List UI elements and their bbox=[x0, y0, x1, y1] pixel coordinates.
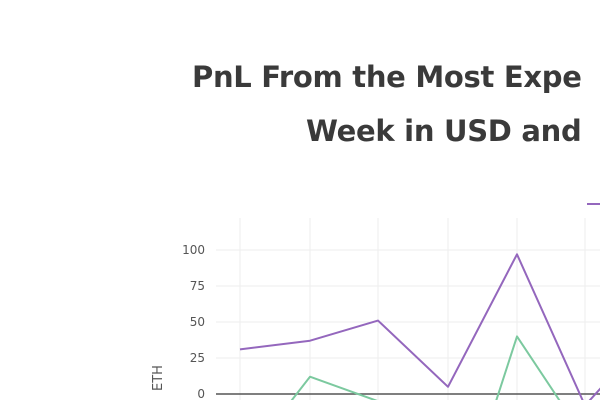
y-axis-label: ETH bbox=[151, 365, 166, 391]
chart-title-line-1: PnL From the Most Expe bbox=[192, 60, 582, 94]
chart-grid bbox=[216, 218, 600, 400]
y-tick-label: 100 bbox=[182, 243, 205, 257]
chart-series bbox=[239, 253, 600, 400]
series-line-0 bbox=[239, 253, 600, 400]
y-tick-label: 75 bbox=[190, 279, 205, 293]
chart-title-line-2: Week in USD and bbox=[306, 114, 582, 148]
series-line-1 bbox=[290, 375, 378, 400]
series-line-2 bbox=[495, 335, 561, 400]
y-tick-label: 25 bbox=[190, 351, 205, 365]
y-axis-ticks: 0 25 50 75 100 bbox=[182, 243, 205, 400]
y-tick-label: 50 bbox=[190, 315, 205, 329]
y-tick-label: 0 bbox=[197, 387, 205, 400]
